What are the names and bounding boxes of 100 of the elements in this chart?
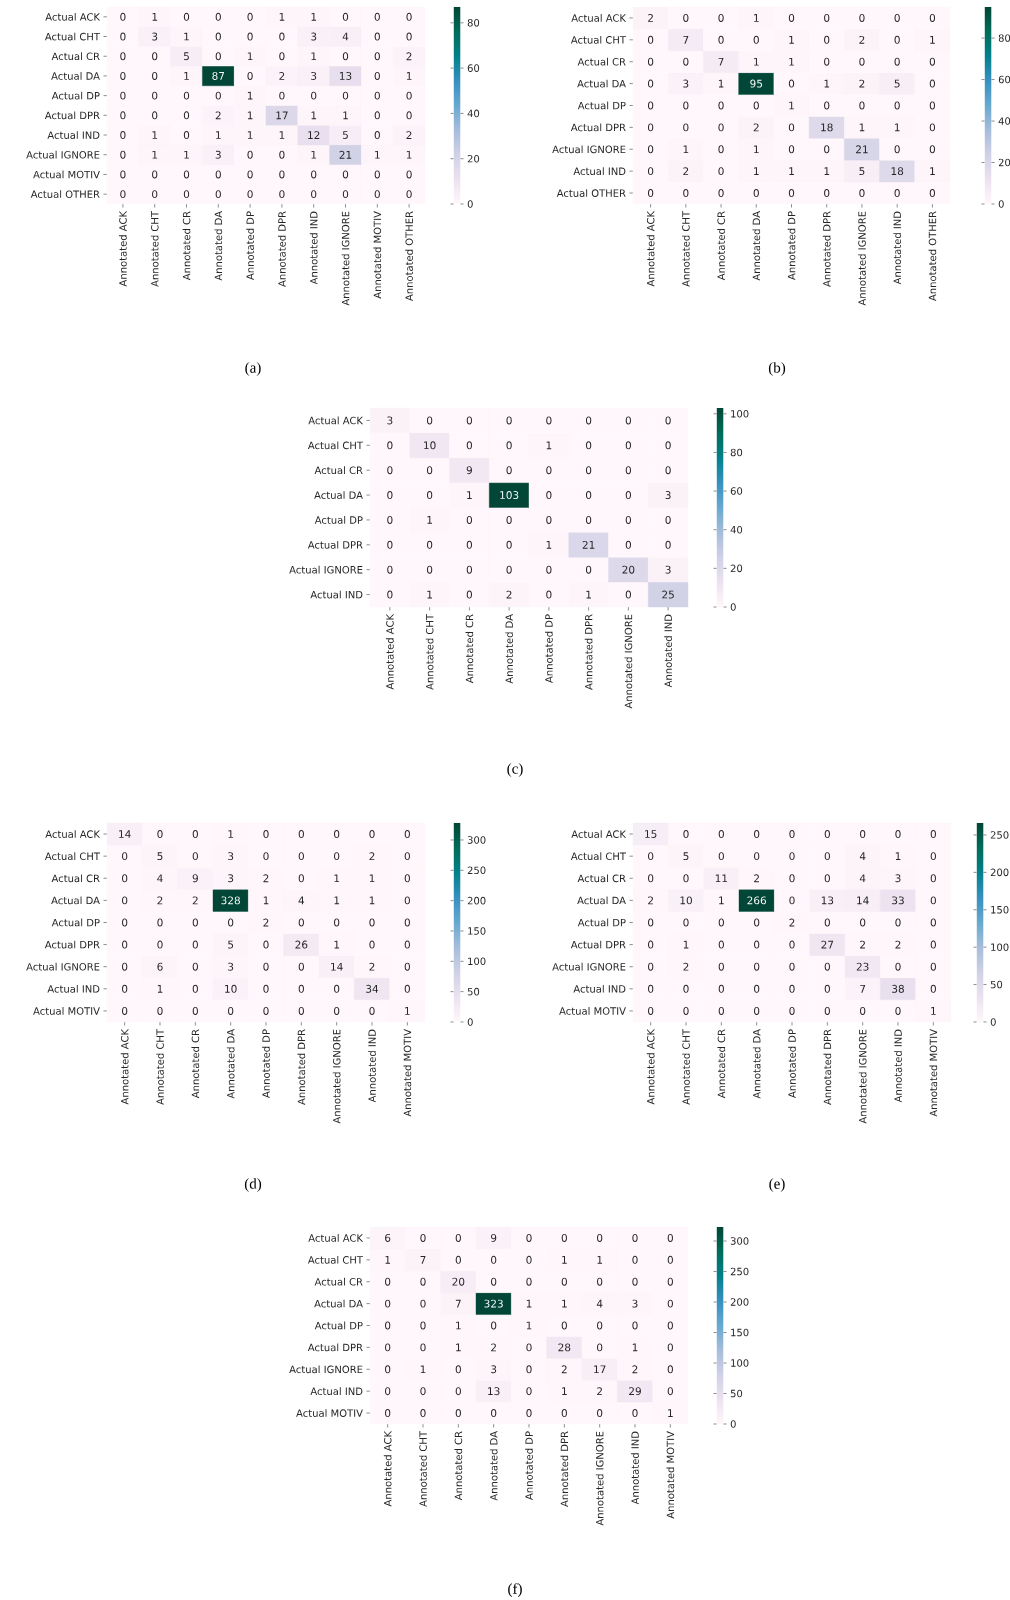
y-tick-label: Actual IND — [573, 167, 626, 176]
data-label: 1 — [894, 123, 900, 132]
data-label: 323 — [484, 1299, 503, 1308]
color-bar-label: 250 — [730, 1267, 749, 1276]
y-tick-label: Actual CHT — [44, 852, 101, 861]
data-label: 0 — [311, 190, 317, 199]
data-label: 1 — [789, 101, 794, 110]
data-label: 2 — [215, 111, 221, 120]
data-label: 1 — [334, 940, 340, 949]
data-label: 1 — [754, 145, 759, 154]
data-label: 0 — [506, 416, 512, 425]
color-bar-label: 20 — [998, 158, 1010, 167]
data-label: 1 — [152, 13, 158, 21]
data-label: 0 — [546, 416, 552, 425]
data-label: 1 — [279, 131, 285, 139]
y-tick-label: Actual ACK — [45, 830, 101, 838]
data-label: 1 — [719, 896, 724, 905]
data-label: 0 — [298, 874, 304, 883]
data-label: 0 — [683, 918, 689, 927]
data-label: 0 — [387, 565, 393, 574]
data-label: 0 — [546, 491, 552, 500]
data-label: 7 — [683, 35, 689, 44]
data-label: 0 — [369, 1006, 375, 1015]
x-tick-label: Annotated DP — [787, 211, 796, 280]
data-label: 0 — [404, 830, 410, 839]
data-label: 0 — [647, 123, 654, 132]
data-label: 2 — [754, 874, 759, 883]
x-tick-label: Annotated IND — [631, 1431, 639, 1505]
y-tick-label: Actual DP — [577, 918, 626, 927]
data-label: 0 — [929, 79, 936, 88]
data-label: 2 — [561, 1365, 567, 1374]
data-label: 1 — [152, 150, 158, 159]
data-label: 0 — [122, 984, 128, 993]
data-label: 25 — [662, 590, 674, 599]
data-label: 0 — [192, 940, 198, 949]
y-tick-label: Actual OTHER — [30, 190, 100, 199]
data-label: 1 — [789, 35, 794, 44]
data-label: 1 — [427, 516, 432, 524]
data-label: 0 — [183, 131, 190, 139]
x-tick-label: Annotated CHT — [150, 210, 159, 287]
y-tick-label: Actual MOTIV — [559, 1007, 626, 1015]
data-label: 0 — [546, 515, 552, 524]
data-label: 0 — [120, 190, 126, 199]
data-label: 4 — [342, 32, 349, 41]
data-label: 1 — [385, 1256, 391, 1264]
color-bar-label: 300 — [467, 836, 486, 844]
y-tick-label: Actual MOTIV — [33, 1007, 100, 1015]
x-tick-label: Annotated CHT — [681, 210, 690, 287]
data-label: 9 — [466, 466, 472, 475]
y-tick-label: Actual CHT — [570, 852, 627, 861]
data-label: 0 — [625, 416, 632, 425]
data-label: 13 — [488, 1387, 500, 1396]
data-label: 0 — [718, 962, 724, 971]
data-label: 0 — [387, 540, 393, 549]
data-label: 1 — [789, 57, 794, 66]
data-label: 0 — [625, 540, 632, 549]
color-bar-label: 40 — [730, 525, 743, 534]
x-tick-label: Annotated DPR — [560, 1431, 569, 1507]
data-label: 0 — [859, 57, 865, 66]
data-label: 0 — [385, 1299, 391, 1308]
data-label: 1 — [216, 131, 221, 139]
data-label: 14 — [331, 962, 343, 971]
data-label: 0 — [215, 32, 221, 41]
data-label: 0 — [718, 918, 724, 927]
y-tick-label: Actual CHT — [307, 441, 364, 450]
data-label: 0 — [342, 170, 349, 179]
data-label: 0 — [859, 101, 865, 110]
data-label: 28 — [558, 1343, 571, 1352]
data-label: 10 — [680, 896, 692, 905]
data-label: 4 — [859, 874, 866, 883]
data-label: 0 — [491, 1409, 497, 1418]
data-label: 0 — [895, 830, 901, 839]
data-label: 0 — [648, 918, 654, 927]
data-label: 0 — [930, 984, 936, 993]
y-tick-label: Actual CHT — [570, 35, 627, 44]
data-label: 0 — [788, 13, 795, 22]
data-label: 0 — [824, 830, 830, 839]
data-label: 0 — [753, 35, 759, 44]
data-label: 0 — [506, 441, 512, 450]
data-label: 0 — [789, 984, 795, 993]
data-label: 0 — [183, 91, 190, 100]
color-bar-label: 60 — [730, 487, 743, 495]
data-label: 0 — [894, 35, 900, 44]
data-label: 0 — [374, 52, 380, 61]
x-tick-label: Annotated CR — [182, 211, 191, 281]
data-label: 0 — [247, 170, 253, 179]
data-label: 0 — [894, 101, 900, 110]
data-label: 0 — [585, 441, 592, 450]
data-label: 0 — [120, 131, 126, 139]
data-label: 0 — [718, 830, 724, 839]
data-label: 1 — [405, 1007, 410, 1015]
data-label: 2 — [279, 72, 285, 80]
data-label: 0 — [406, 32, 412, 41]
data-label: 0 — [718, 940, 724, 949]
data-label: 1 — [456, 1321, 461, 1330]
x-tick-label: Annotated IGNORE — [341, 211, 350, 306]
data-label: 0 — [247, 32, 253, 41]
data-label: 14 — [119, 830, 131, 838]
data-label: 0 — [683, 830, 689, 839]
y-tick-label: Actual CHT — [44, 32, 101, 41]
